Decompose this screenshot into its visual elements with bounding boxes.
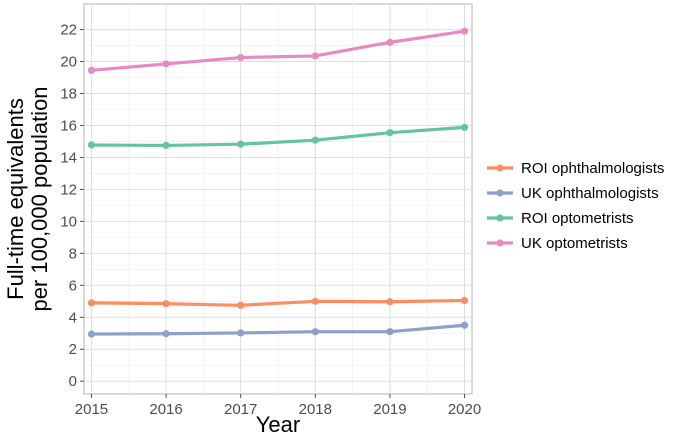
data-point bbox=[162, 300, 170, 308]
minor-gridlines bbox=[84, 4, 472, 394]
y-tick-label: 10 bbox=[60, 213, 77, 230]
data-point bbox=[237, 329, 245, 337]
data-point bbox=[460, 321, 469, 329]
y-tick-label: 14 bbox=[60, 149, 77, 166]
data-point bbox=[162, 60, 170, 68]
x-axis-title: Year bbox=[256, 412, 300, 437]
y-tick-label: 2 bbox=[69, 341, 77, 358]
legend-label: UK ophthalmologists bbox=[521, 185, 659, 202]
y-tick-label: 0 bbox=[69, 373, 77, 390]
series-line bbox=[89, 29, 467, 72]
data-point bbox=[311, 297, 319, 305]
legend-item: UK ophthalmologists bbox=[487, 185, 659, 202]
x-tick-label: 2015 bbox=[75, 401, 108, 418]
legend-item: ROI optometrists bbox=[487, 210, 634, 227]
data-point bbox=[162, 330, 170, 338]
legend: ROI ophthalmologists UK ophthalmologists R… bbox=[487, 160, 664, 252]
y-tick-label: 6 bbox=[69, 277, 77, 294]
data-point bbox=[386, 129, 394, 137]
y-tick-label: 22 bbox=[60, 22, 77, 39]
legend-label: ROI ophthalmologists bbox=[521, 160, 664, 177]
y-tick-label: 20 bbox=[60, 54, 77, 71]
x-tick-label: 2020 bbox=[448, 401, 481, 418]
data-point bbox=[311, 136, 319, 144]
data-point bbox=[237, 53, 245, 62]
y-axis: 0 2 4 6 8 10 12 14 16 18 20 22 bbox=[60, 22, 84, 390]
major-gridlines bbox=[84, 4, 472, 394]
legend-key-point bbox=[496, 239, 504, 247]
x-tick-label: 2019 bbox=[373, 401, 406, 418]
legend-item: ROI ophthalmologists bbox=[487, 160, 664, 177]
series-roi-optometrists bbox=[87, 123, 469, 150]
data-point bbox=[460, 296, 469, 305]
series-line bbox=[89, 298, 467, 307]
data-point bbox=[311, 328, 319, 336]
y-axis-title: Full-time equivalents per 100,000 popula… bbox=[3, 86, 52, 311]
y-tick-label: 16 bbox=[60, 117, 77, 134]
y-tick-label: 4 bbox=[69, 309, 77, 326]
legend-key-point bbox=[496, 164, 504, 172]
y-tick-label: 12 bbox=[60, 181, 77, 198]
y-tick-label: 8 bbox=[69, 245, 77, 262]
data-point bbox=[386, 298, 394, 306]
data-point bbox=[87, 66, 96, 74]
series-roi-ophthalmologists bbox=[87, 296, 469, 309]
data-point bbox=[311, 52, 319, 60]
data-point bbox=[460, 123, 469, 131]
data-point bbox=[237, 301, 245, 309]
x-tick-label: 2017 bbox=[224, 401, 257, 418]
x-tick-label: 2018 bbox=[299, 401, 332, 418]
y-axis-title-line-2: per 100,000 population bbox=[27, 86, 52, 311]
data-point bbox=[386, 38, 394, 46]
data-point bbox=[237, 140, 245, 148]
series-line bbox=[89, 323, 467, 336]
series-layer bbox=[87, 27, 469, 338]
series-uk-ophthalmologists bbox=[87, 321, 469, 338]
legend-key-point bbox=[496, 189, 504, 197]
x-axis: 2015 2016 2017 2018 2019 2020 bbox=[75, 394, 481, 418]
data-point bbox=[162, 141, 170, 150]
legend-label: UK optometrists bbox=[521, 235, 628, 252]
legend-label: ROI optometrists bbox=[521, 210, 634, 227]
x-tick-label: 2016 bbox=[149, 401, 182, 418]
y-axis-title-line-1: Full-time equivalents bbox=[3, 98, 28, 300]
y-tick-label: 18 bbox=[60, 86, 77, 103]
data-point bbox=[87, 299, 96, 307]
data-point bbox=[87, 330, 96, 338]
series-line bbox=[89, 125, 467, 148]
data-point bbox=[460, 27, 469, 35]
legend-key-point bbox=[496, 214, 504, 222]
series-uk-optometrists bbox=[87, 27, 469, 74]
data-point bbox=[386, 328, 394, 336]
legend-item: UK optometrists bbox=[487, 235, 628, 252]
data-point bbox=[87, 141, 96, 149]
